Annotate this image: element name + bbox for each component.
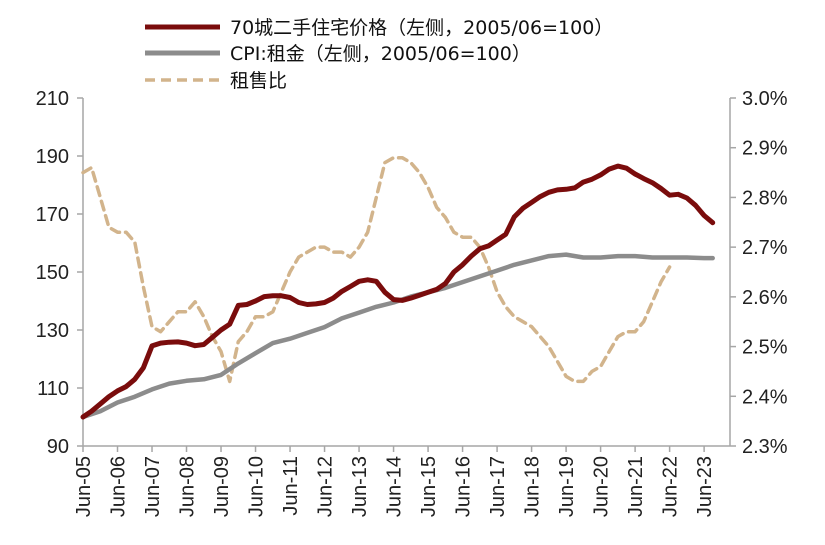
legend-label-ratio: 租售比	[230, 70, 287, 92]
left-tick-label: 170	[36, 204, 69, 226]
x-tick-label: Jun-21	[625, 456, 647, 517]
x-tick-label: Jun-05	[73, 456, 95, 517]
x-tick-label: Jun-20	[591, 456, 613, 517]
x-tick-label: Jun-19	[556, 456, 578, 517]
x-tick-label: Jun-15	[418, 456, 440, 517]
right-tick-label: 2.7%	[742, 237, 788, 259]
x-tick-label: Jun-23	[694, 456, 716, 517]
left-tick-label: 90	[47, 436, 69, 458]
left-tick-label: 190	[36, 146, 69, 168]
left-tick-label: 210	[36, 88, 69, 110]
x-tick-label: Jun-22	[660, 456, 682, 517]
x-tick-label: Jun-13	[349, 456, 371, 517]
right-tick-label: 2.3%	[742, 436, 788, 458]
x-tick-label: Jun-12	[315, 456, 337, 517]
x-tick-label: Jun-14	[384, 456, 406, 517]
right-tick-label: 3.0%	[742, 88, 788, 110]
right-axis-ticks: 2.3% 2.4% 2.5% 2.6% 2.7% 2.8% 2.9% 3.0%	[730, 88, 788, 458]
x-tick-label: Jun-10	[246, 456, 268, 517]
left-tick-label: 110	[37, 378, 69, 400]
x-tick-label: Jun-06	[108, 456, 130, 517]
series-line-ratio	[81, 155, 672, 384]
right-tick-label: 2.6%	[742, 287, 788, 309]
x-tick-label: Jun-17	[487, 456, 509, 517]
x-tick-label: Jun-18	[522, 456, 544, 517]
x-tick-label: Jun-16	[453, 456, 475, 517]
right-tick-label: 2.5%	[742, 337, 788, 359]
legend-label-cpi_rent: CPI:租金（左侧，2005/06=100）	[230, 43, 531, 65]
legend: 70城二手住宅价格（左侧，2005/06=100） CPI:租金（左侧，2005/…	[145, 17, 613, 92]
right-tick-label: 2.4%	[742, 386, 788, 408]
x-tick-label: Jun-09	[211, 456, 233, 517]
x-tick-label: Jun-08	[177, 456, 199, 517]
x-tick-label: Jun-11	[280, 456, 302, 516]
left-axis-ticks: 90 110 130 150 170 190 210	[36, 88, 83, 458]
x-tick-label: Jun-07	[142, 456, 164, 517]
left-tick-label: 130	[36, 320, 69, 342]
series-line-price	[80, 163, 716, 420]
series-group	[80, 155, 716, 420]
legend-label-price: 70城二手住宅价格（左侧，2005/06=100）	[230, 17, 613, 39]
plot-area: 90 110 130 150 170 190 210 2.3% 2.4% 2.5% 2.6% 2.7…	[36, 88, 788, 517]
right-tick-label: 2.9%	[742, 138, 788, 160]
x-axis-ticks: Jun-05 Jun-06 Jun-07 Jun-08 Jun-09 Jun-10 Jun-…	[73, 446, 716, 517]
right-tick-label: 2.8%	[742, 187, 788, 209]
left-tick-label: 150	[36, 262, 69, 284]
